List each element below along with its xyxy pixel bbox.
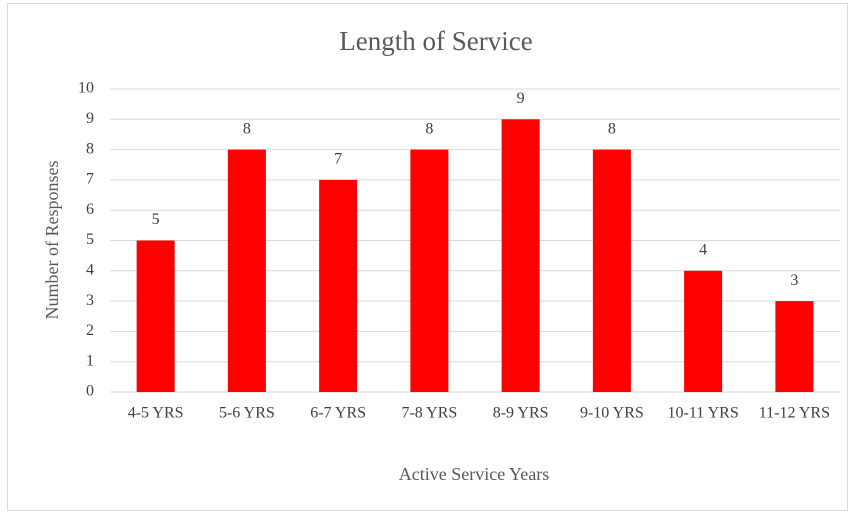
x-tick-label: 8-9 YRS	[493, 405, 549, 422]
bar	[410, 149, 449, 392]
x-tick-label: 11-12 YRS	[759, 405, 830, 422]
bar	[684, 270, 723, 392]
y-tick-label: 8	[86, 140, 94, 157]
bar	[227, 149, 266, 392]
data-label: 3	[790, 272, 798, 289]
data-label: 5	[152, 211, 160, 228]
y-tick-label: 0	[86, 383, 94, 400]
chart-title: Length of Service	[339, 26, 532, 56]
data-label: 9	[517, 90, 525, 107]
data-label: 8	[608, 120, 616, 137]
data-label: 4	[699, 241, 707, 258]
data-label: 7	[334, 151, 342, 168]
x-tick-label: 10-11 YRS	[667, 405, 738, 422]
x-axis-label: Active Service Years	[399, 464, 549, 484]
bar	[592, 149, 631, 392]
y-tick-label: 2	[86, 322, 94, 339]
x-tick-label: 7-8 YRS	[401, 405, 457, 422]
bar	[501, 119, 540, 393]
y-tick-label: 6	[86, 201, 94, 218]
y-tick-label: 5	[86, 231, 94, 248]
y-tick-label: 1	[86, 352, 94, 369]
y-tick-label: 7	[86, 171, 94, 188]
bar	[136, 240, 175, 392]
y-tick-label: 10	[78, 80, 94, 97]
x-tick-label: 9-10 YRS	[580, 405, 644, 422]
y-tick-label: 3	[86, 292, 94, 309]
bar	[319, 179, 358, 392]
y-tick-label: 4	[86, 261, 94, 278]
data-label: 8	[425, 120, 433, 137]
x-tick-label: 5-6 YRS	[219, 405, 275, 422]
y-tick-label: 9	[86, 110, 94, 127]
x-tick-label: 6-7 YRS	[310, 405, 366, 422]
x-tick-label: 4-5 YRS	[128, 405, 184, 422]
data-label: 8	[243, 120, 251, 137]
y-axis-label: Number of Responses	[42, 161, 62, 320]
bar	[775, 301, 814, 392]
